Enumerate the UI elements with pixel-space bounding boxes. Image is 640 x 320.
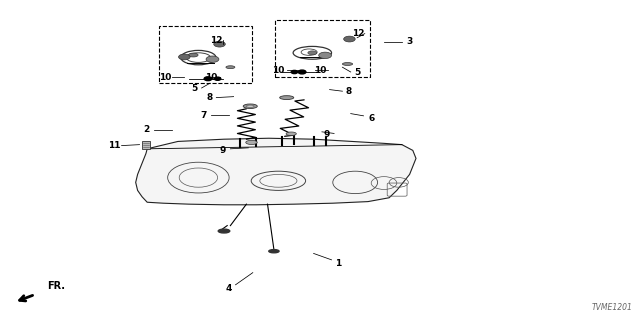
Circle shape (179, 54, 190, 60)
Text: 10: 10 (272, 66, 285, 75)
Bar (159, 26, 252, 83)
Circle shape (214, 77, 221, 80)
Text: 3: 3 (406, 37, 413, 46)
Ellipse shape (269, 250, 279, 253)
Bar (275, 20, 370, 77)
Polygon shape (136, 138, 416, 205)
Ellipse shape (280, 96, 294, 100)
Text: 12: 12 (210, 36, 223, 44)
Ellipse shape (246, 105, 254, 108)
Text: 8: 8 (207, 93, 213, 102)
Ellipse shape (188, 53, 198, 57)
Text: 4: 4 (226, 284, 232, 293)
Text: FR.: FR. (47, 281, 65, 291)
Text: 5: 5 (354, 68, 360, 76)
Circle shape (298, 70, 306, 74)
Text: 8: 8 (346, 87, 352, 96)
Text: 10: 10 (205, 73, 218, 82)
Text: 9: 9 (323, 130, 330, 139)
Ellipse shape (243, 104, 257, 108)
Ellipse shape (286, 132, 296, 136)
FancyBboxPatch shape (142, 141, 150, 149)
Ellipse shape (342, 63, 353, 66)
Ellipse shape (218, 229, 230, 233)
Ellipse shape (308, 51, 317, 55)
Ellipse shape (226, 66, 235, 69)
Text: TVME1201: TVME1201 (591, 303, 632, 312)
Circle shape (204, 77, 212, 81)
Text: 10: 10 (159, 73, 172, 82)
Text: 1: 1 (335, 260, 341, 268)
Circle shape (214, 41, 225, 47)
Text: 7: 7 (200, 111, 207, 120)
Ellipse shape (246, 140, 257, 145)
Circle shape (344, 36, 355, 42)
Text: 9: 9 (220, 146, 226, 155)
Text: 10: 10 (314, 66, 326, 75)
Circle shape (291, 70, 298, 74)
Circle shape (319, 52, 332, 59)
Circle shape (206, 56, 219, 62)
Text: 5: 5 (191, 84, 197, 92)
Text: 2: 2 (143, 125, 149, 134)
Text: 12: 12 (352, 29, 365, 38)
Text: 11: 11 (108, 141, 120, 150)
Text: 6: 6 (368, 114, 374, 123)
